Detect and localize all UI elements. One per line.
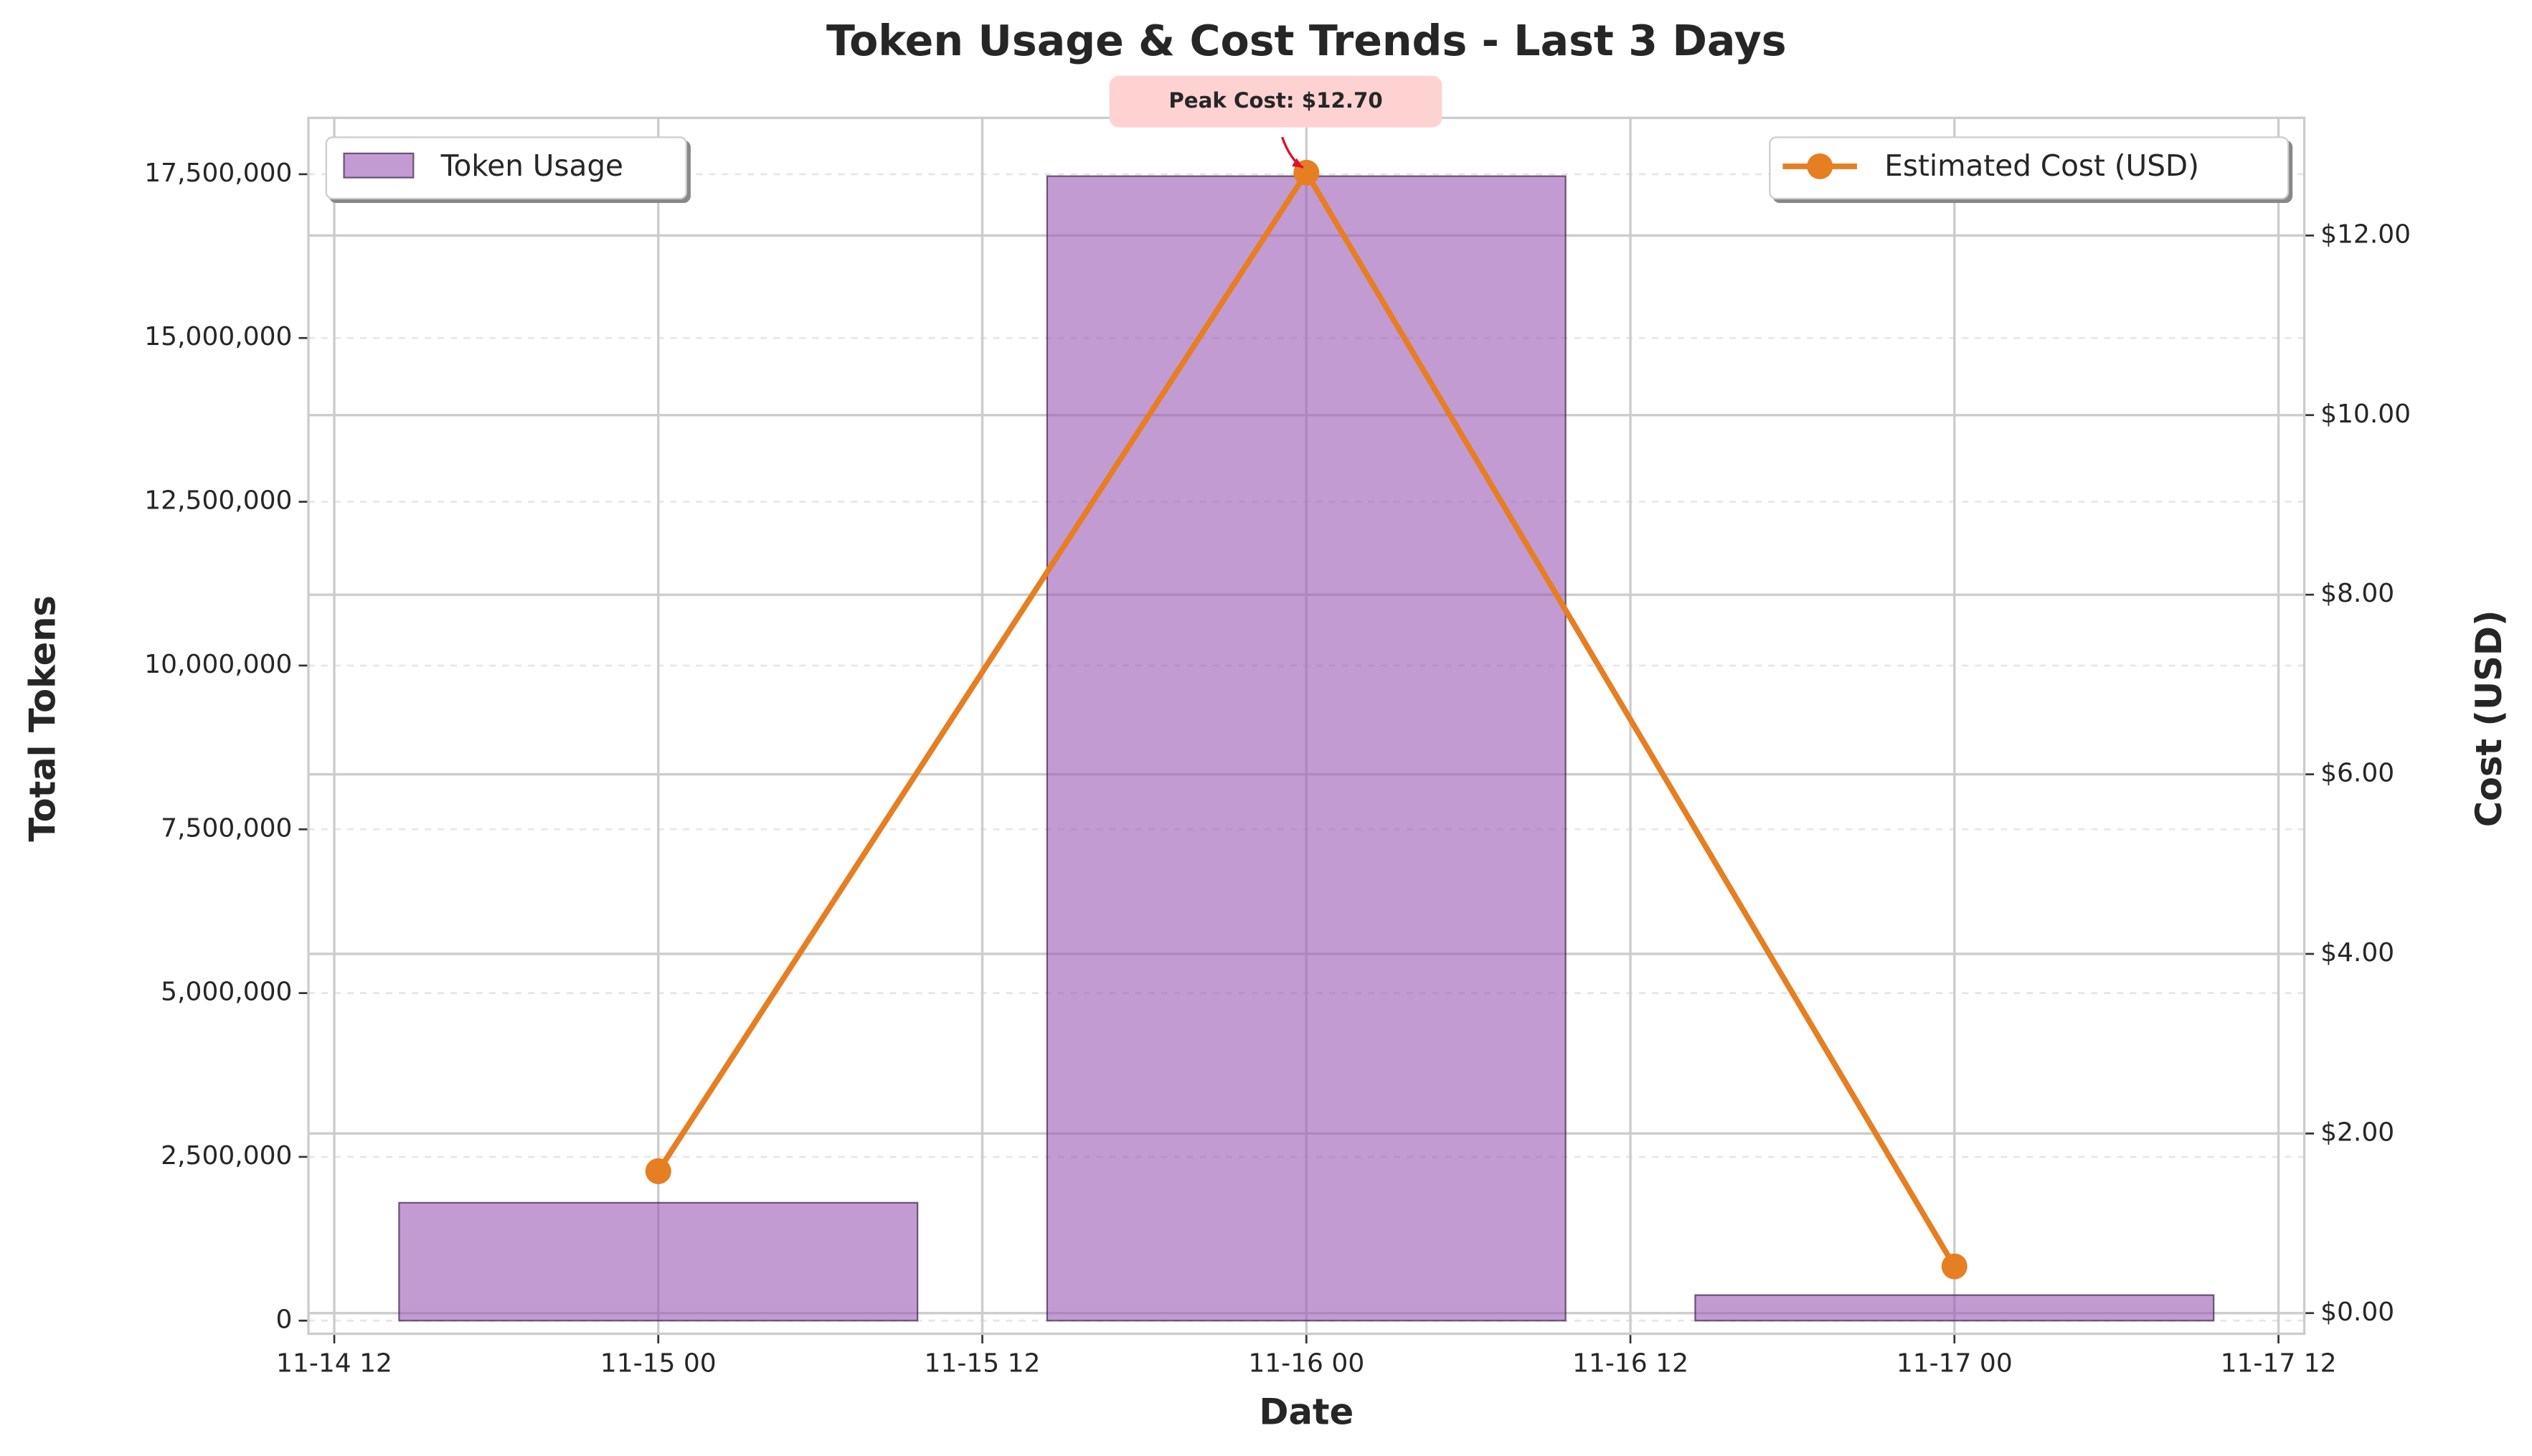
y-tick-label: 5,000,000 bbox=[161, 978, 292, 1007]
bar bbox=[398, 1201, 919, 1322]
legend: Token Usage bbox=[325, 136, 687, 200]
legend-box bbox=[325, 136, 687, 200]
y-tick-label: 15,000,000 bbox=[144, 322, 292, 351]
legend-box bbox=[1769, 136, 2290, 200]
bar bbox=[1046, 175, 1567, 1322]
legend-swatch bbox=[343, 152, 415, 179]
y-tick-label: 17,500,000 bbox=[144, 159, 292, 188]
y-tick-label: 2,500,000 bbox=[161, 1141, 292, 1171]
y-tick-label: 0 bbox=[276, 1305, 293, 1334]
x-tick-label: 11-15 00 bbox=[600, 1348, 717, 1378]
y2-tick-label: $0.00 bbox=[2320, 1297, 2394, 1327]
y-tick-label: 10,000,000 bbox=[144, 650, 292, 679]
annotation-text: Peak Cost: $12.70 bbox=[1168, 88, 1382, 113]
x-tick-label: 11-17 00 bbox=[1896, 1348, 2013, 1378]
marker bbox=[1941, 1253, 1968, 1280]
chart-title: Token Usage & Cost Trends - Last 3 Days bbox=[826, 16, 1787, 65]
y2-tick-label: $4.00 bbox=[2320, 938, 2394, 968]
y2-tick-label: $2.00 bbox=[2320, 1117, 2394, 1147]
y2-tick-label: $8.00 bbox=[2320, 579, 2394, 608]
x-tick-label: 11-14 12 bbox=[276, 1348, 392, 1378]
annotation-box bbox=[1109, 75, 1442, 128]
y-axis-label: Total Tokens bbox=[22, 595, 64, 842]
annotation-arrowhead bbox=[1292, 158, 1303, 168]
x-tick-label: 11-16 00 bbox=[1248, 1348, 1364, 1378]
y2-tick-label: $12.00 bbox=[2320, 219, 2411, 249]
x-tick-label: 11-17 12 bbox=[2221, 1348, 2337, 1378]
y2-tick-label: $6.00 bbox=[2320, 759, 2394, 788]
bar bbox=[1694, 1294, 2215, 1322]
marker bbox=[645, 1158, 671, 1184]
y-tick-label: 7,500,000 bbox=[161, 813, 292, 843]
y2-axis-label: Cost (USD) bbox=[2468, 610, 2510, 827]
legend-label: Token Usage bbox=[440, 148, 623, 183]
y-tick-label: 12,500,000 bbox=[144, 486, 292, 516]
annotation: Peak Cost: $12.70 bbox=[1109, 75, 1442, 169]
y2-tick-label: $10.00 bbox=[2320, 400, 2411, 429]
legend-marker bbox=[1807, 153, 1833, 179]
x-axis-label: Date bbox=[1259, 1391, 1354, 1433]
legend: Estimated Cost (USD) bbox=[1769, 136, 2290, 200]
x-tick-label: 11-16 12 bbox=[1572, 1348, 1688, 1378]
legend-label: Estimated Cost (USD) bbox=[1884, 148, 2199, 183]
x-tick-label: 11-15 12 bbox=[925, 1348, 1041, 1378]
